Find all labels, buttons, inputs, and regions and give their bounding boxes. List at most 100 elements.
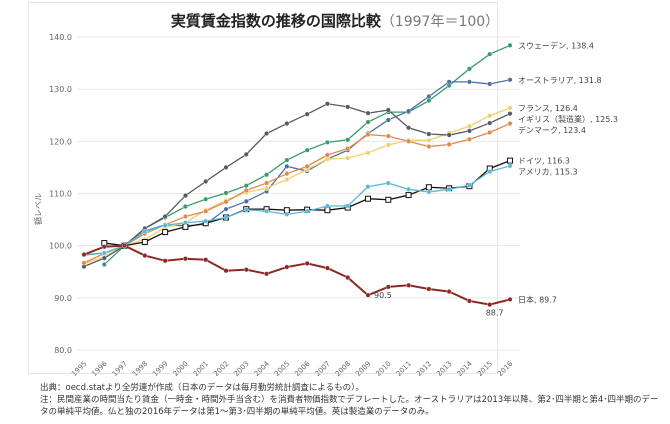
data-point xyxy=(345,137,351,143)
data-point xyxy=(426,286,432,292)
x-tick-label: 2007 xyxy=(314,360,332,378)
y-tick-label: 110.0 xyxy=(49,190,72,199)
series-label: スウェーデン, 138.4 xyxy=(518,40,594,50)
data-point xyxy=(365,132,371,138)
data-point xyxy=(426,144,432,150)
data-point xyxy=(406,282,412,288)
data-point xyxy=(203,179,209,185)
data-point xyxy=(385,284,391,290)
data-point xyxy=(162,258,168,264)
series-line-2 xyxy=(83,107,511,265)
x-tick-label: 2002 xyxy=(212,360,230,378)
data-point xyxy=(142,229,148,235)
series-line-4 xyxy=(83,123,511,264)
data-point xyxy=(264,185,270,191)
data-point xyxy=(284,211,290,217)
data-point xyxy=(426,93,432,99)
data-point xyxy=(284,171,290,177)
series-label: ドイツ, 116.3 xyxy=(518,157,570,166)
data-point xyxy=(446,79,452,85)
data-point xyxy=(466,79,472,85)
data-point xyxy=(203,257,209,263)
data-point xyxy=(223,190,229,196)
data-point xyxy=(162,222,168,228)
data-point xyxy=(223,206,229,212)
data-point xyxy=(385,180,391,186)
data-point xyxy=(405,192,412,199)
x-tick-label: 2010 xyxy=(374,360,392,378)
x-tick-label: 2001 xyxy=(192,360,210,378)
data-label: 88.7 xyxy=(486,309,504,318)
data-point xyxy=(507,42,513,48)
data-point xyxy=(141,239,148,246)
data-point xyxy=(507,157,513,164)
x-tick-label: 1995 xyxy=(70,360,88,378)
data-point xyxy=(304,208,310,214)
data-point xyxy=(162,213,168,219)
data-point xyxy=(324,156,330,162)
data-point xyxy=(243,187,249,193)
data-point xyxy=(406,186,412,192)
data-point xyxy=(365,150,371,156)
data-point xyxy=(487,120,493,126)
data-point xyxy=(466,136,472,142)
data-point xyxy=(487,113,493,119)
x-tick-label: 2011 xyxy=(395,360,413,378)
data-point xyxy=(223,164,229,170)
data-point xyxy=(142,253,148,259)
data-point xyxy=(487,302,493,308)
data-point xyxy=(182,256,188,262)
y-tick-label: 80.0 xyxy=(54,346,72,355)
data-point xyxy=(284,157,290,163)
data-point xyxy=(101,244,107,250)
y-tick-label: 120.0 xyxy=(49,137,72,146)
data-point xyxy=(101,261,107,267)
data-point xyxy=(365,119,371,125)
data-point xyxy=(466,123,472,129)
data-point xyxy=(487,129,493,135)
data-point xyxy=(324,152,330,158)
x-tick-label: 2013 xyxy=(435,360,453,378)
x-tick-label: 2005 xyxy=(273,360,291,378)
y-tick-label: 90.0 xyxy=(54,294,72,303)
series-line-7 xyxy=(83,244,511,306)
data-point xyxy=(426,131,432,137)
data-point xyxy=(507,77,513,83)
data-point xyxy=(466,298,472,304)
data-point xyxy=(203,218,209,224)
data-point xyxy=(264,208,270,214)
data-point xyxy=(425,184,432,191)
footnotes: 出典：oecd.statより全労連が作成（日本のデータは毎月勤労統計調査によるも… xyxy=(40,382,660,418)
data-point xyxy=(466,66,472,72)
y-tick-label: 100.0 xyxy=(49,242,72,251)
data-point xyxy=(264,180,270,186)
x-tick-label: 2012 xyxy=(415,360,433,378)
data-point xyxy=(243,198,249,204)
data-point xyxy=(466,128,472,134)
title-subtitle: （1997年＝100） xyxy=(380,14,500,30)
data-point xyxy=(507,163,513,169)
data-point xyxy=(264,172,270,178)
chart-frame xyxy=(28,2,498,374)
data-point xyxy=(466,182,472,188)
series-label: フランス, 126.4 xyxy=(518,104,578,113)
data-point xyxy=(304,111,310,117)
data-point xyxy=(101,255,107,261)
data-point xyxy=(385,117,391,123)
chart-title: 実質賃金指数の推移の国際比較（1997年＝100） xyxy=(0,10,670,31)
data-point xyxy=(304,260,310,266)
data-point xyxy=(345,203,351,209)
data-point xyxy=(507,296,513,302)
series-line-1 xyxy=(83,79,511,256)
source-note: 出典：oecd.statより全労連が作成（日本のデータは毎月勤労統計調査によるも… xyxy=(40,383,364,393)
x-tick-label: 2003 xyxy=(232,360,250,378)
data-point xyxy=(243,183,249,189)
data-point xyxy=(406,108,412,114)
data-point xyxy=(182,204,188,210)
data-point xyxy=(203,196,209,202)
data-point xyxy=(284,163,290,169)
data-point xyxy=(304,163,310,169)
data-point xyxy=(223,268,229,274)
data-point xyxy=(182,193,188,199)
